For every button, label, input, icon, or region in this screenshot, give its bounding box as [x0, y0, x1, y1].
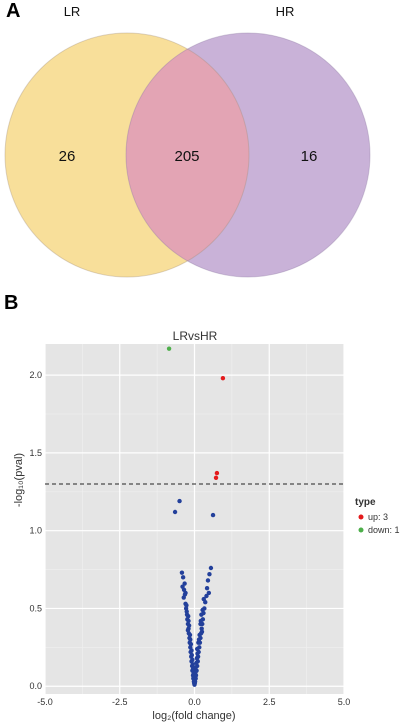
data-point	[186, 623, 192, 628]
data-point	[190, 662, 195, 667]
data-point	[199, 629, 205, 634]
data-point	[194, 660, 199, 666]
venn-count-hr-only: 16	[301, 148, 318, 165]
data-point	[213, 475, 219, 480]
x-tick-labels: -5.0 -2.5 0.0 2.5 5.0	[37, 697, 350, 707]
panel-label-b: B	[4, 292, 19, 314]
data-point	[197, 632, 202, 638]
venn-count-intersection: 205	[174, 148, 199, 165]
data-point	[201, 596, 206, 602]
data-point	[187, 632, 193, 638]
data-point	[185, 628, 191, 633]
x-tick-label: 2.5	[263, 697, 276, 707]
data-point	[200, 607, 205, 613]
data-point	[220, 376, 226, 381]
data-point	[207, 572, 212, 577]
data-point	[186, 614, 191, 619]
data-point	[206, 590, 212, 596]
data-point	[179, 570, 185, 575]
y-tick-label: 0.0	[29, 681, 42, 691]
data-point	[190, 657, 195, 662]
data-point	[210, 512, 216, 518]
data-point	[180, 575, 186, 580]
legend-label-up: up: 3	[368, 512, 388, 522]
data-point	[193, 670, 198, 675]
data-point	[182, 581, 187, 586]
data-point	[188, 642, 194, 647]
venn-intersection-region	[125, 49, 249, 261]
legend: type up: 3 down: 1	[355, 497, 400, 535]
data-point	[204, 586, 210, 591]
data-point	[196, 637, 202, 642]
data-point	[189, 652, 195, 658]
data-point	[193, 665, 198, 670]
x-tick-label: -2.5	[112, 697, 128, 707]
plot-title: LRvsHR	[173, 329, 218, 343]
data-point	[186, 618, 191, 624]
venn-set-label-hr: HR	[276, 4, 295, 19]
venn-set-label-lr: LR	[64, 4, 81, 19]
data-point	[182, 592, 188, 597]
y-axis-label: -log₁₀(pval)	[13, 453, 25, 507]
y-tick-label: 2.0	[29, 370, 42, 380]
data-point	[192, 674, 198, 680]
x-axis-label: log₂(fold change)	[152, 710, 235, 722]
data-point	[180, 584, 185, 589]
data-point	[189, 648, 194, 653]
legend-swatch-down	[358, 527, 364, 533]
venn-count-lr-only: 26	[59, 148, 76, 165]
venn-outline-lr	[4, 32, 250, 278]
grid-lines	[44, 344, 345, 694]
data-point	[188, 637, 193, 642]
legend-title: type	[355, 497, 376, 508]
panel-label-a: A	[6, 0, 21, 22]
legend-label-down: down: 1	[368, 525, 400, 535]
data-point	[184, 603, 189, 608]
data-point	[198, 618, 203, 624]
data-point	[194, 646, 200, 652]
venn-diagram: LR HR 26 205 16	[4, 4, 371, 278]
x-tick-label: -5.0	[37, 697, 53, 707]
data-point	[199, 612, 204, 617]
data-point	[204, 593, 209, 599]
y-tick-label: 1.5	[29, 448, 42, 458]
data-point	[205, 578, 211, 583]
data-point	[184, 609, 189, 614]
volcano-plot: LRvsHR -5.0 -2.5 0.0 2.5 5.0 0.0 0.5 1.0 1.5 2.0…	[13, 329, 400, 722]
data-point	[194, 656, 200, 661]
x-tick-label: 5.0	[338, 697, 351, 707]
data-point	[214, 470, 220, 476]
data-point	[172, 509, 178, 515]
data-point	[195, 651, 200, 656]
data-points	[166, 346, 226, 687]
x-tick-label: 0.0	[188, 697, 201, 707]
data-point	[166, 346, 172, 351]
y-tick-labels: 0.0 0.5 1.0 1.5 2.0	[29, 370, 42, 691]
y-tick-label: 0.5	[29, 603, 42, 613]
data-point	[208, 565, 214, 571]
data-point	[177, 498, 182, 504]
venn-outline-hr	[125, 32, 371, 278]
legend-swatch-up	[358, 514, 364, 520]
y-tick-label: 1.0	[29, 526, 42, 536]
